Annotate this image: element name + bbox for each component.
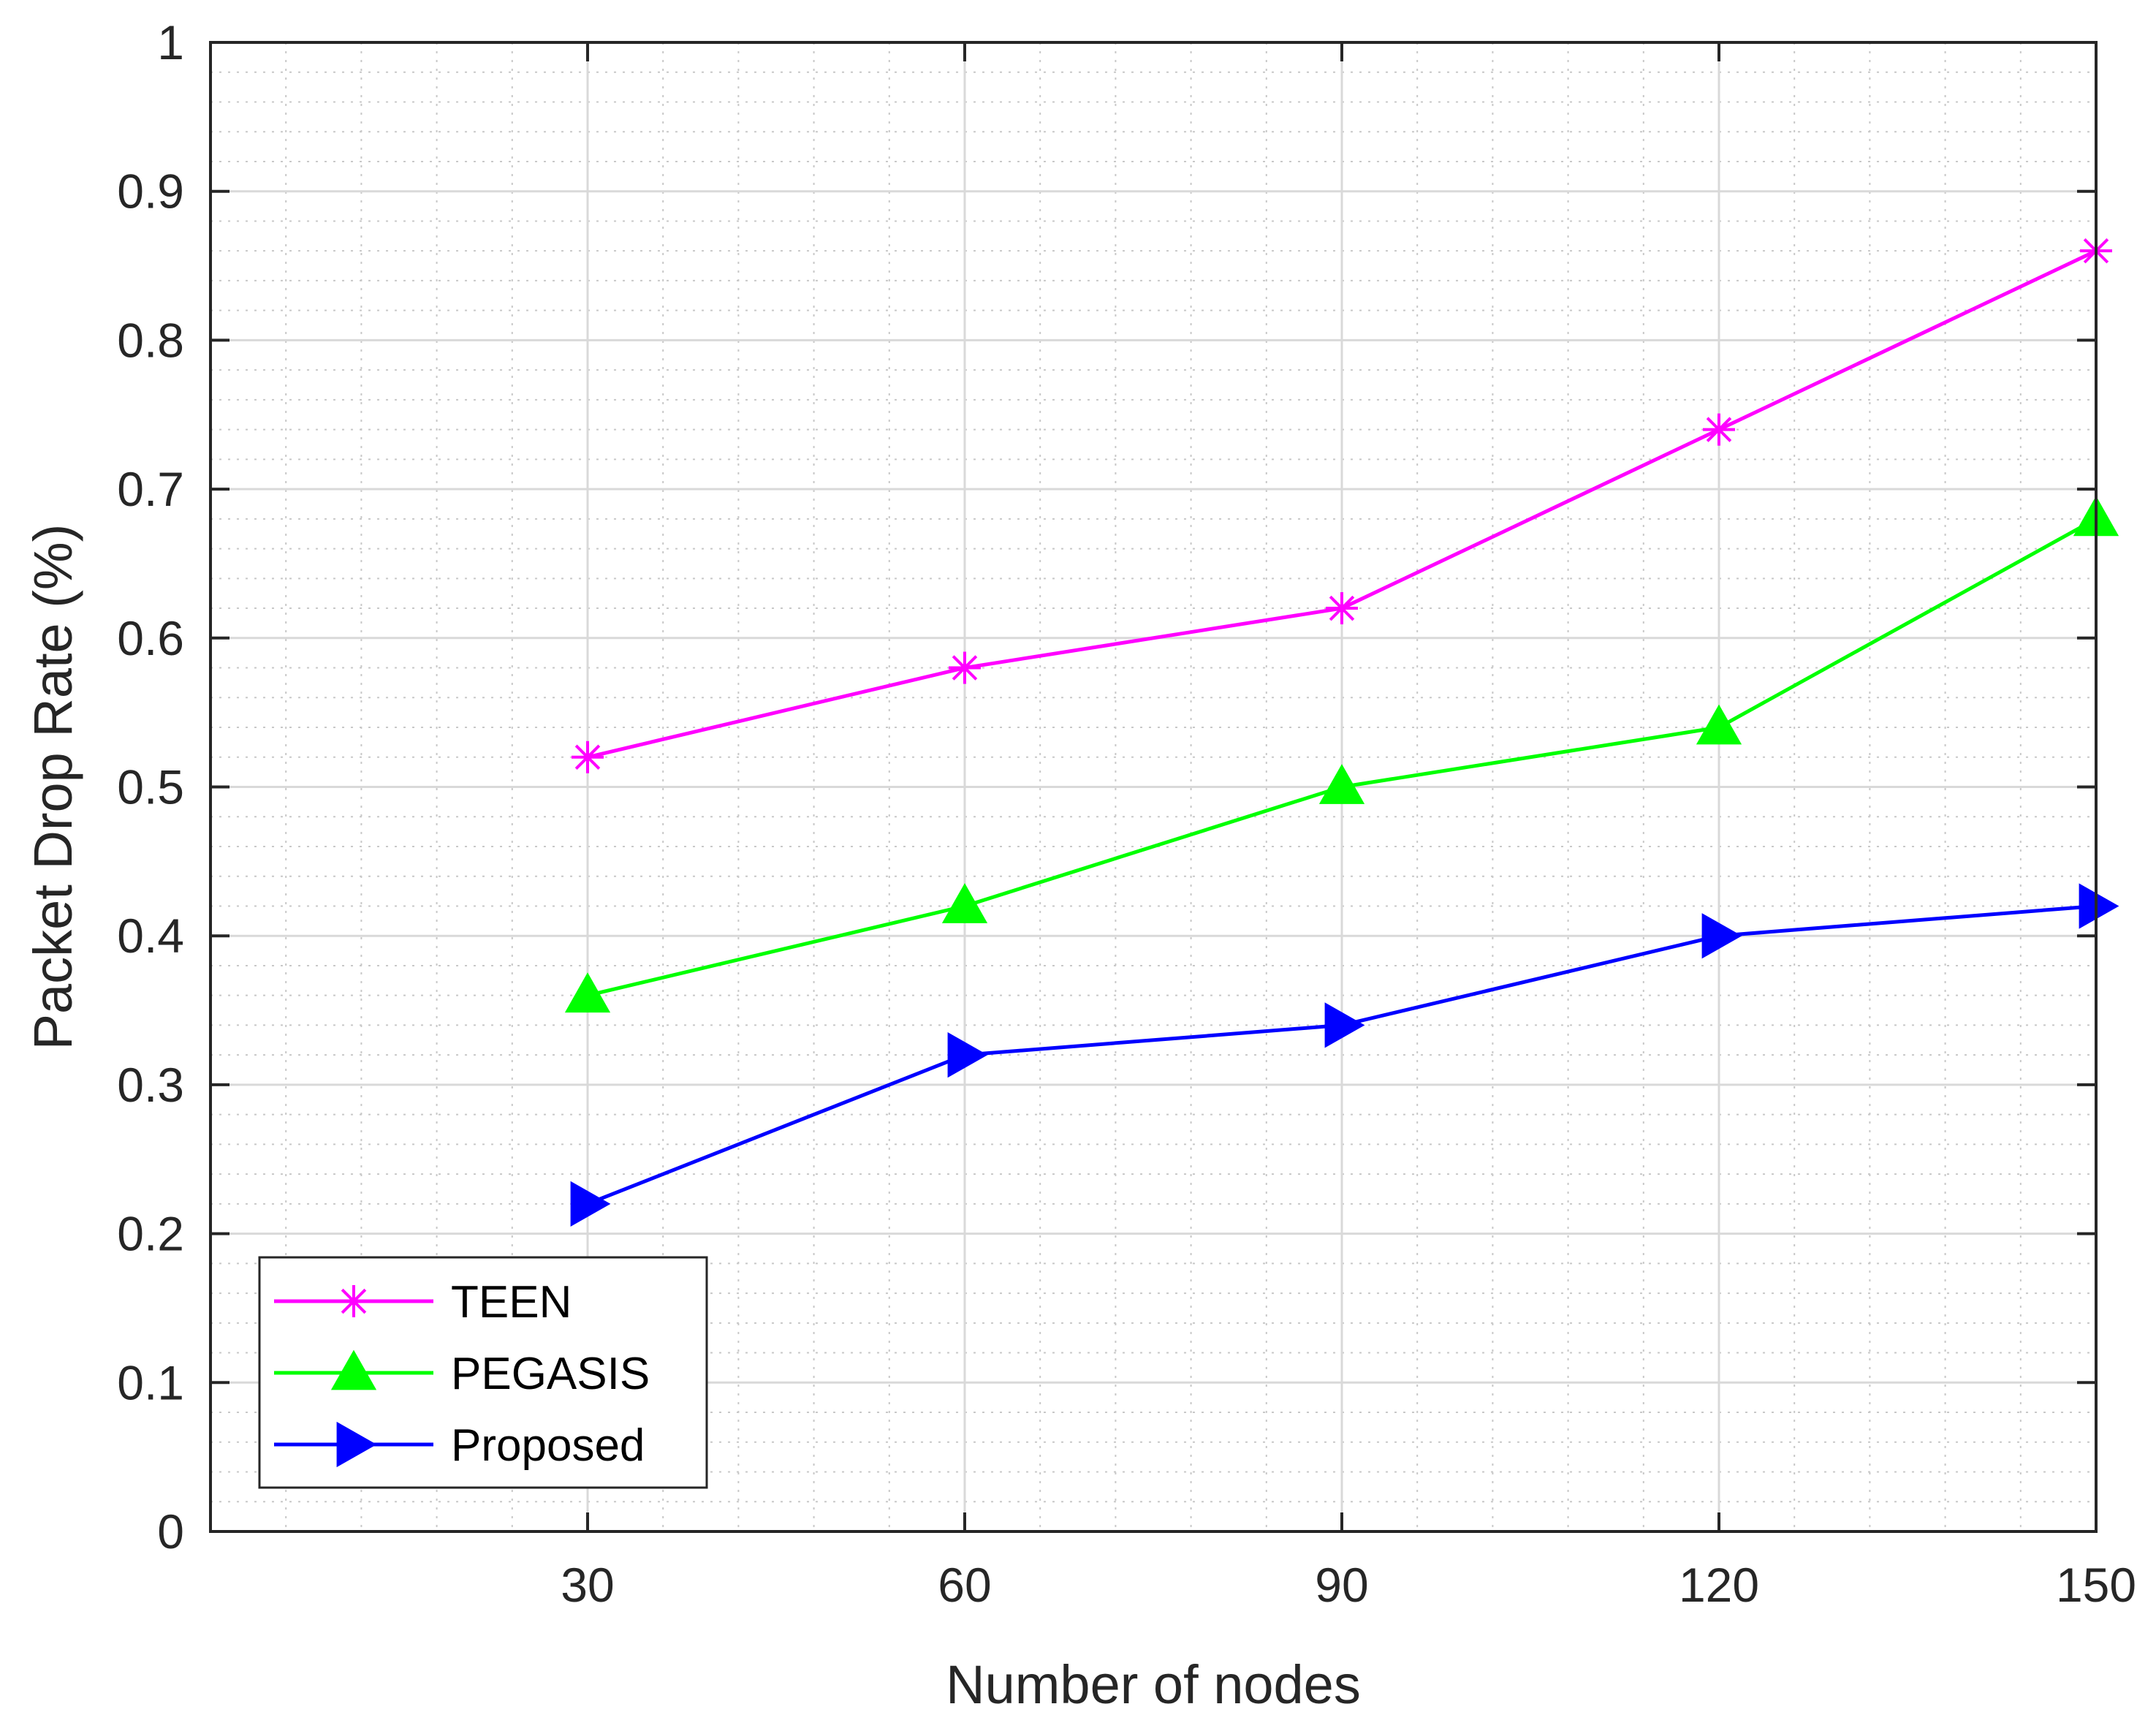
- legend-item-pegasis: PEGASIS: [274, 1349, 650, 1399]
- legend: TEEN PEGASIS Proposed: [258, 1256, 708, 1489]
- data-point-pegasis-120: [1696, 704, 1742, 745]
- marker-stroke: [1329, 595, 1355, 621]
- marker-stroke: [574, 744, 601, 770]
- legend-marker-proposed: [336, 1421, 377, 1468]
- data-point-teen-30: [572, 741, 604, 773]
- y-tick-label: 0.1: [117, 1355, 184, 1409]
- y-tick-label: 0.6: [117, 611, 184, 665]
- marker-stroke: [1706, 417, 1732, 442]
- y-tick-label: 0.2: [117, 1207, 184, 1261]
- y-axis-label: Packet Drop Rate (%): [23, 524, 83, 1050]
- series-group: [564, 235, 2119, 1227]
- x-axis-ticks: 30 60 90 120 150: [561, 42, 2136, 1612]
- data-point-teen-120: [1703, 413, 1735, 446]
- data-point-proposed-60: [947, 1032, 988, 1078]
- data-point-proposed-30: [570, 1181, 611, 1227]
- x-tick-label: 90: [1315, 1558, 1368, 1612]
- y-axis-ticks: 0 0.1 0.2 0.3 0.4 0.5 0.6 0.7 0.8 0.9 1: [117, 15, 2096, 1559]
- x-tick-label: 120: [1679, 1558, 1759, 1612]
- y-tick-label: 0.9: [117, 164, 184, 219]
- data-point-proposed-150: [2079, 883, 2119, 929]
- y-tick-label: 0.7: [117, 462, 184, 516]
- data-point-teen-90: [1326, 592, 1358, 625]
- legend-label-proposed: Proposed: [451, 1420, 645, 1471]
- y-tick-label: 0.3: [117, 1058, 184, 1112]
- series-proposed: [570, 883, 2119, 1227]
- x-axis-label: Number of nodes: [946, 1654, 1361, 1715]
- legend-marker-pegasis: [330, 1349, 377, 1390]
- data-point-proposed-120: [1701, 913, 1742, 959]
- series-teen: [572, 235, 2112, 773]
- legend-marker-teen: [338, 1285, 370, 1317]
- legend-item-teen: TEEN: [274, 1277, 572, 1328]
- marker-stroke: [952, 655, 978, 681]
- x-tick-label: 30: [561, 1558, 614, 1612]
- y-tick-label: 0: [157, 1504, 184, 1559]
- data-point-pegasis-30: [564, 972, 611, 1013]
- legend-label-teen: TEEN: [451, 1277, 572, 1328]
- data-point-pegasis-90: [1318, 764, 1365, 804]
- data-point-teen-60: [949, 651, 981, 684]
- data-point-pegasis-60: [941, 883, 988, 923]
- x-tick-label: 60: [938, 1558, 991, 1612]
- y-tick-label: 0.5: [117, 760, 184, 814]
- legend-label-pegasis: PEGASIS: [451, 1349, 650, 1399]
- x-tick-label: 150: [2056, 1558, 2136, 1612]
- data-point-proposed-90: [1324, 1002, 1365, 1048]
- legend-item-proposed: Proposed: [274, 1420, 645, 1471]
- y-tick-label: 1: [157, 15, 184, 69]
- marker-stroke: [341, 1288, 367, 1314]
- y-tick-label: 0.4: [117, 909, 184, 963]
- y-tick-label: 0.8: [117, 313, 184, 367]
